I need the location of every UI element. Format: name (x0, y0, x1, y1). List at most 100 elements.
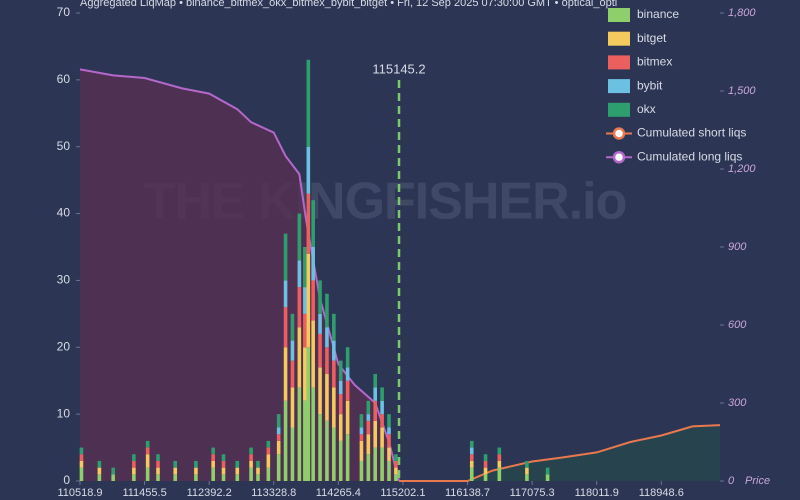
y2-tick-label: 1,500 (728, 85, 756, 97)
bar-segment (311, 387, 315, 481)
legend-marker (612, 150, 626, 164)
bar-segment (266, 454, 271, 468)
bar-segment (345, 400, 350, 435)
bar-segment (338, 414, 343, 441)
legend-label: binance (637, 7, 679, 21)
bar-segment (345, 367, 350, 381)
bar-segment (283, 307, 288, 348)
bar-segment (394, 460, 398, 468)
y-tick-label: 70 (57, 5, 71, 19)
y-tick-label: 10 (57, 406, 71, 420)
bar-segment (297, 213, 302, 261)
bar-segment (366, 400, 371, 415)
legend-swatch (608, 31, 630, 46)
legend-label: okx (637, 102, 656, 116)
bar-segment (290, 387, 295, 428)
bar-segment (132, 474, 136, 481)
y-tick-label: 60 (57, 72, 71, 86)
bar-segment (387, 460, 391, 481)
x-tick-label: 113328.8 (251, 487, 296, 499)
bar-segment (79, 460, 84, 468)
price-label: 115145.2 (372, 61, 425, 76)
x-tick-label: 112392.2 (187, 487, 232, 499)
bar-segment (366, 420, 371, 435)
bar-segment (256, 460, 260, 468)
bar-segment (332, 313, 336, 341)
legend-label: bybit (637, 78, 663, 92)
bar-segment (145, 454, 150, 468)
bar-segment (387, 447, 391, 461)
bar-segment (373, 420, 378, 448)
bar-segment (359, 414, 364, 428)
bar-segment (345, 347, 350, 368)
bar-segment (373, 400, 378, 421)
bar-segment (394, 467, 398, 475)
bar-segment (132, 460, 136, 468)
bar-segment (221, 460, 226, 468)
bar-segment (380, 387, 384, 401)
bar-segment (276, 414, 281, 428)
bar-segment (283, 280, 288, 308)
bar-segment (221, 467, 226, 475)
bar-segment (483, 454, 488, 461)
bar-segment (303, 313, 307, 348)
chart-title: Aggregated LiqMap • binance_bitmex_okx_b… (80, 0, 617, 9)
bar-segment (249, 447, 253, 455)
bar-segment (545, 474, 550, 481)
bar-segment (366, 414, 371, 421)
legend-swatch (608, 79, 630, 94)
bar-segment (290, 360, 295, 388)
bar-segment (276, 454, 281, 481)
bar-segment (332, 427, 336, 481)
cumulated-area (399, 425, 720, 481)
bar-segment (332, 387, 336, 428)
bar-segment (483, 467, 488, 475)
bar-segment (173, 460, 178, 468)
x-tick-label: 116138.7 (445, 487, 490, 499)
bar-segment (235, 467, 240, 475)
bar-segment (497, 454, 502, 461)
bar-segment (525, 474, 529, 481)
y2-tick-label: 1,200 (728, 163, 756, 175)
cumulated-line (79, 68, 400, 482)
bar-segment (194, 467, 198, 475)
bar-segment (297, 327, 302, 388)
bar-segment (256, 467, 260, 475)
bar-segment (97, 474, 102, 481)
bar-segment (173, 474, 178, 481)
bar-segment (469, 454, 474, 461)
bar-segment (380, 414, 384, 428)
bar-segment (345, 380, 350, 401)
bar-segment (359, 427, 364, 435)
y-tick-label: 20 (57, 339, 71, 353)
bar-segment (132, 467, 136, 475)
bar-segment (283, 233, 288, 281)
y-tick-label: 0 (63, 473, 70, 487)
bar-segment (303, 347, 307, 401)
bar-segment (483, 460, 488, 468)
bar-segment (297, 387, 302, 481)
bar-segment (145, 440, 150, 448)
bar-segment (380, 447, 384, 481)
legend-label: bitmex (637, 55, 672, 69)
legend-label: Cumulated long liqs (637, 149, 742, 163)
bar-segment (290, 427, 295, 481)
bar-segment (256, 474, 260, 481)
bar-segment (525, 460, 529, 468)
bar-segment (332, 360, 336, 388)
bar-segment (318, 414, 322, 481)
y-tick-label: 40 (57, 206, 71, 220)
bar-segment (111, 474, 115, 481)
bar-segment (380, 400, 384, 415)
y2-tick-label: 600 (728, 319, 747, 331)
bar-segment (211, 454, 215, 461)
bar-segment (211, 447, 215, 455)
bar-segment (380, 427, 384, 448)
bar-segment (306, 146, 311, 194)
x-tick-label: 114265.4 (316, 487, 361, 499)
bar-segment (387, 414, 391, 428)
bar-segment (387, 434, 391, 448)
bar-segment (525, 467, 529, 475)
bar-segment (145, 467, 150, 481)
